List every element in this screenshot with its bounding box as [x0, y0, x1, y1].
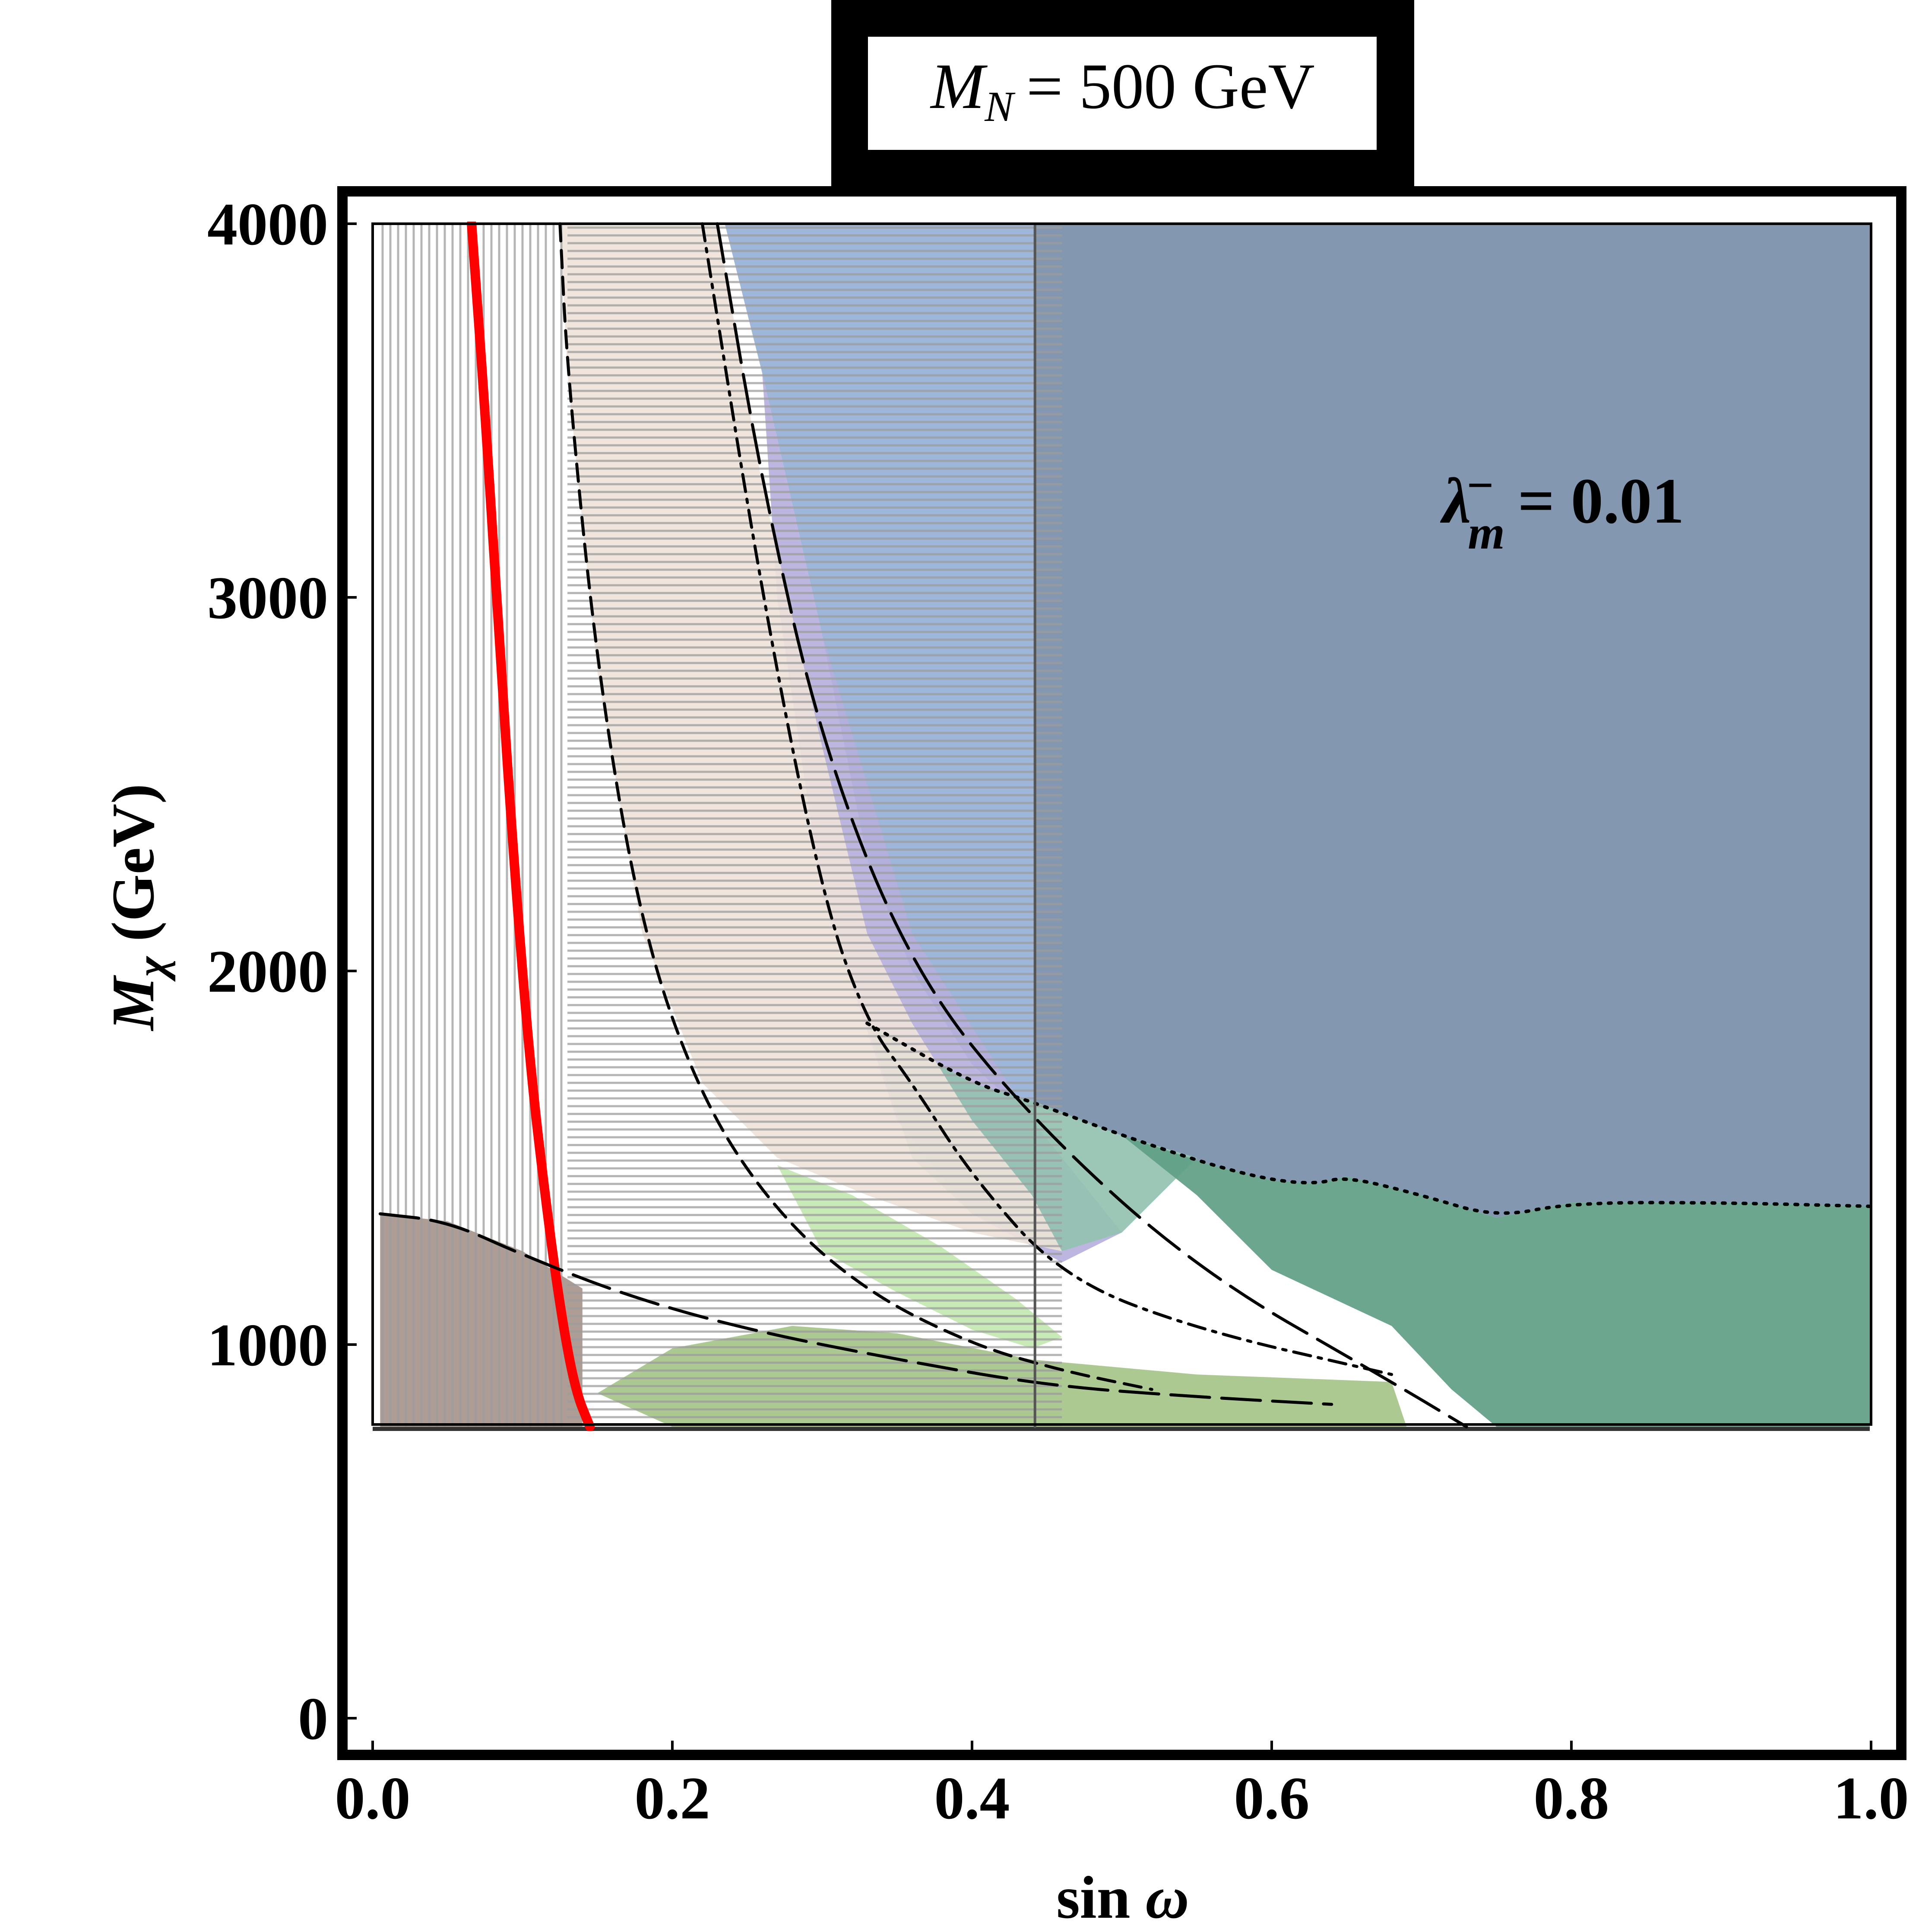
y-tick-label: 0	[298, 1685, 328, 1752]
y-axis-label: Mχ (GeV)	[100, 784, 176, 1031]
y-label-symbol: M	[100, 975, 167, 1031]
x-tick-label: 0.2	[635, 1765, 710, 1832]
series-line-dotted-boundary	[865, 1022, 1870, 1215]
region-region_slate	[1035, 224, 1870, 1218]
x-tick-label: 0.6	[1234, 1765, 1310, 1832]
series-line-short-dash-boundary	[558, 222, 1153, 1391]
hatch-layer	[380, 224, 1062, 1427]
x-label-symbol: ω	[1146, 1864, 1189, 1930]
region-region_green	[1122, 1135, 1870, 1427]
plot-area-border	[371, 222, 1872, 1426]
hatch-horizontal	[567, 224, 1062, 1427]
y-tick-label: 3000	[207, 565, 328, 631]
title-mass-symbol: M	[930, 51, 988, 122]
series-line-long-dash-boundary	[378, 1212, 1333, 1406]
x-tick-label: 0.0	[335, 1765, 411, 1832]
x-label-prefix: sin	[1056, 1864, 1145, 1930]
x-tick-label: 1.0	[1834, 1765, 1909, 1832]
title-mass-subscript: N	[984, 82, 1016, 130]
annotation-symbol: λ	[1440, 465, 1471, 537]
y-label-suffix: (GeV)	[100, 784, 167, 956]
title-box: MN = 500 GeV	[831, 0, 1414, 187]
series-line-dash-dot-boundary	[700, 222, 1393, 1376]
title-text: MN = 500 GeV	[930, 51, 1314, 130]
title-box-inner	[868, 37, 1377, 150]
y-tick-label: 2000	[207, 938, 328, 1005]
lines-layer	[378, 222, 1870, 1431]
title-value: = 500 GeV	[1026, 51, 1315, 122]
annotation-superscript: −	[1467, 459, 1494, 511]
y-tick-label: 4000	[207, 191, 328, 258]
y-tick-label: 1000	[207, 1312, 328, 1379]
region-excluded_band	[373, 1427, 1870, 1431]
annotation-subscript: m	[1468, 506, 1505, 559]
x-tick-label: 0.8	[1534, 1765, 1609, 1832]
x-tick-label: 0.4	[934, 1765, 1010, 1832]
lambda-annotation: λ− m = 0.01	[1440, 459, 1684, 559]
annotation-value: = 0.01	[1518, 465, 1684, 537]
hatch-vertical	[380, 224, 568, 1427]
axes-layer: 0.0 0.2 0.4 0.6 0.8 1.0 0 1000 2000 3000 4000	[207, 191, 1909, 1832]
series-line-red-solid-curve	[467, 222, 595, 1431]
x-axis-label: sin ω	[1056, 1864, 1189, 1930]
series-line-long-dash-boundary	[716, 222, 1468, 1428]
